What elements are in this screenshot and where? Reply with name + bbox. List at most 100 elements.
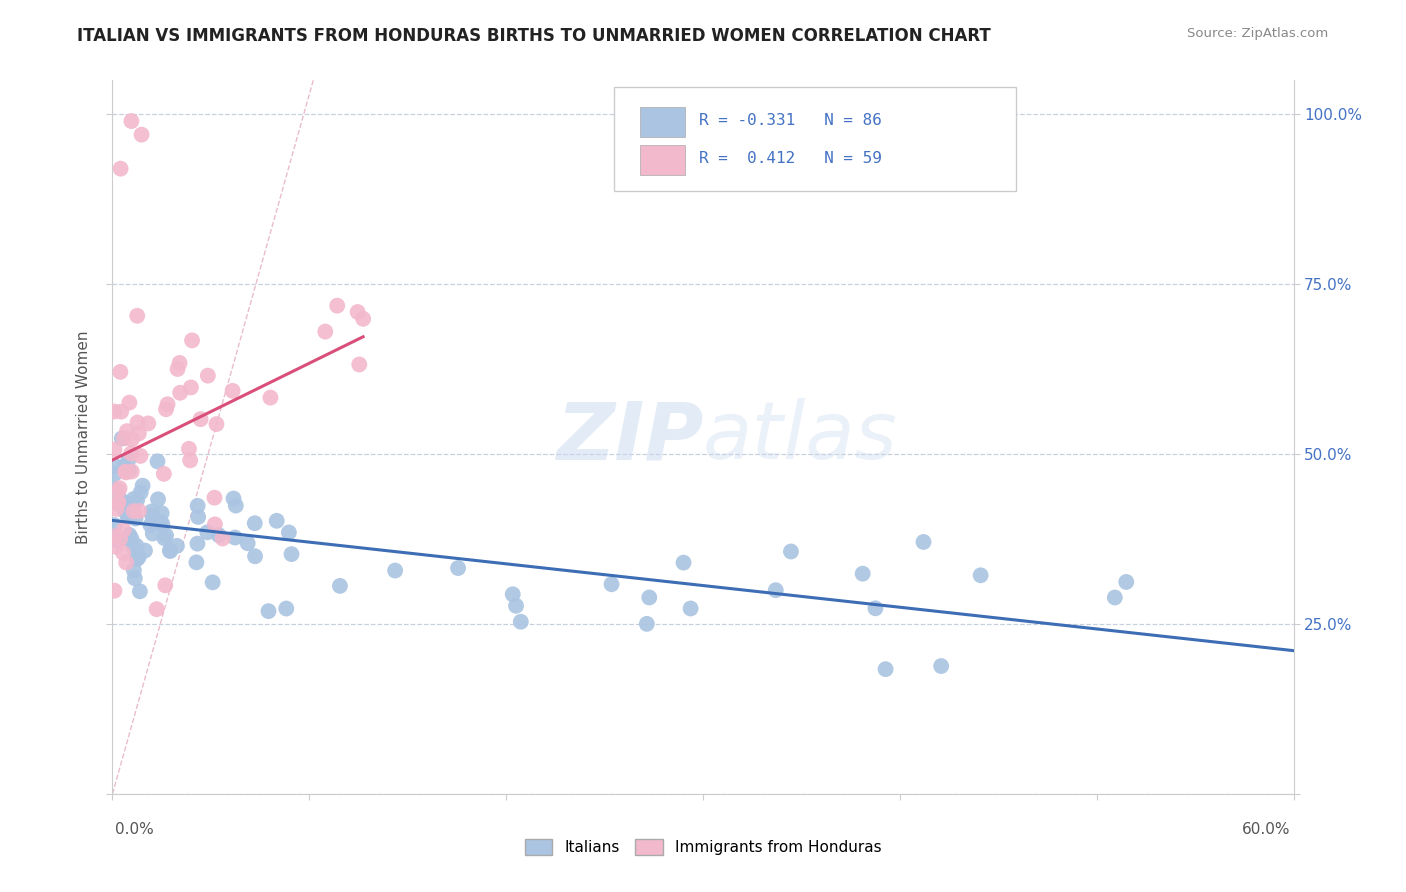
Point [120,114,142,128]
Point [127,493,149,508]
Point [103,518,125,533]
Point [211,532,233,546]
Point [104,529,127,543]
Point [128,584,150,599]
Point [115,556,138,570]
Text: Source: ZipAtlas.com: Source: ZipAtlas.com [1188,27,1329,40]
Point [112,495,135,509]
Point [969,568,991,582]
Point [104,540,127,554]
Point [765,583,787,598]
Point [104,459,127,474]
Bar [640,145,685,175]
Point [180,380,202,394]
Point [201,575,224,590]
Point [108,491,131,506]
Point [502,587,524,601]
Point [128,504,150,518]
Point [128,426,150,441]
Point [169,356,191,370]
Point [115,466,138,480]
Point [166,362,188,376]
Point [120,446,142,460]
Point [107,483,129,498]
Point [197,368,219,383]
Point [111,432,134,446]
Point [136,417,159,431]
Point [636,616,658,631]
Point [107,533,129,548]
Point [672,556,695,570]
Point [224,531,246,545]
Point [181,334,204,348]
Point [208,528,231,542]
Point [118,463,141,477]
Point [384,564,406,578]
Point [155,528,177,542]
Point [114,465,136,479]
Point [153,531,176,545]
Point [205,417,228,431]
Point [121,433,143,447]
Point [146,492,169,507]
Point [103,442,125,457]
Point [155,402,177,417]
Point [108,532,131,546]
Point [124,511,146,525]
Point [139,518,162,533]
Point [159,544,181,558]
Point [141,504,163,518]
Point [121,465,143,479]
Point [103,404,125,418]
Point [221,384,243,398]
Text: ITALIAN VS IMMIGRANTS FROM HONDURAS BIRTHS TO UNMARRIED WOMEN CORRELATION CHART: ITALIAN VS IMMIGRANTS FROM HONDURAS BIRT… [77,27,991,45]
Point [276,601,298,615]
Point [122,491,145,506]
Point [125,552,148,566]
Point [112,431,135,445]
Point [127,416,149,430]
Text: 0.0%: 0.0% [115,822,155,837]
Point [129,449,152,463]
Point [177,442,200,456]
Point [110,405,132,419]
Point [124,571,146,585]
Point [243,549,266,564]
Point [1115,574,1137,589]
Point [187,510,209,524]
Point [447,561,470,575]
Point [159,543,181,558]
Point [505,599,527,613]
Point [349,358,371,372]
Point [125,539,148,553]
Point [107,495,129,509]
Point [110,498,132,512]
Point [142,526,165,541]
Text: 60.0%: 60.0% [1243,822,1291,837]
Point [103,583,125,598]
Point [118,528,141,542]
Text: R =  0.412   N = 59: R = 0.412 N = 59 [699,152,883,166]
Point [865,601,887,615]
Point [186,536,208,550]
Point [131,478,153,492]
Point [179,453,201,467]
Point [118,533,141,547]
Point [346,305,368,319]
Point [112,523,135,537]
Point [638,591,661,605]
Point [131,128,153,142]
Point [127,309,149,323]
Point [187,499,209,513]
Point [352,311,374,326]
Point [600,577,623,591]
Point [277,525,299,540]
Point [146,454,169,468]
Point [155,578,177,592]
Point [120,532,142,546]
Point [204,517,226,532]
Point [195,525,218,540]
Text: R = -0.331   N = 86: R = -0.331 N = 86 [699,113,883,128]
Point [117,452,139,467]
Point [105,502,128,516]
